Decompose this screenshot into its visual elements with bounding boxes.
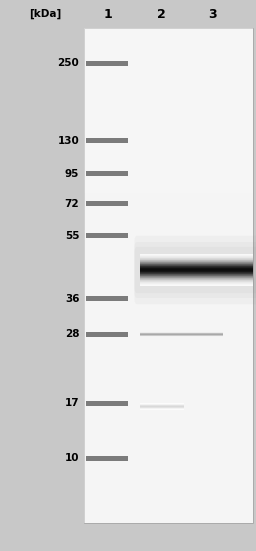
Bar [86, 201, 128, 206]
Bar [84, 110, 253, 118]
Bar [84, 102, 253, 110]
Bar [86, 296, 128, 301]
Bar [84, 168, 253, 176]
Bar [84, 160, 253, 168]
Bar [84, 152, 253, 160]
Text: 10: 10 [65, 453, 79, 463]
Bar [84, 127, 253, 135]
Bar [84, 36, 253, 44]
Text: 95: 95 [65, 169, 79, 179]
Text: 72: 72 [65, 199, 79, 209]
Text: 17: 17 [65, 398, 79, 408]
Bar [84, 226, 253, 234]
Bar [84, 209, 253, 218]
FancyBboxPatch shape [134, 242, 256, 298]
Bar [84, 333, 253, 342]
Bar [86, 332, 128, 337]
Bar [84, 466, 253, 474]
Bar [84, 259, 253, 267]
Bar [84, 350, 253, 358]
Bar [86, 61, 128, 66]
Bar [84, 490, 253, 499]
Bar [84, 193, 253, 201]
Bar [86, 234, 128, 238]
Bar [84, 28, 253, 523]
Bar [84, 424, 253, 433]
Bar [84, 52, 253, 61]
Bar [84, 325, 253, 333]
Bar [84, 234, 253, 242]
Bar [84, 143, 253, 152]
Text: 1: 1 [103, 8, 112, 21]
Bar [86, 138, 128, 143]
Bar [84, 267, 253, 276]
Bar [84, 292, 253, 300]
Bar [84, 482, 253, 490]
Bar [84, 61, 253, 69]
Bar [84, 317, 253, 325]
Bar [84, 449, 253, 457]
Bar [84, 342, 253, 350]
Bar [84, 85, 253, 94]
Text: [kDa]: [kDa] [29, 9, 61, 19]
Bar [84, 185, 253, 193]
Bar [84, 251, 253, 259]
Bar [84, 457, 253, 466]
Bar [84, 176, 253, 185]
Bar [84, 441, 253, 449]
Text: 55: 55 [65, 231, 79, 241]
Bar [86, 171, 128, 176]
FancyBboxPatch shape [134, 236, 256, 304]
Bar [84, 276, 253, 284]
Bar [84, 408, 253, 416]
Bar [84, 77, 253, 85]
Bar [84, 118, 253, 127]
Bar [86, 401, 128, 406]
Text: 2: 2 [157, 8, 166, 21]
Bar [84, 507, 253, 515]
Text: 3: 3 [208, 8, 217, 21]
Bar [86, 456, 128, 461]
FancyBboxPatch shape [134, 247, 256, 293]
Bar [84, 474, 253, 482]
Bar [84, 433, 253, 441]
Bar [84, 94, 253, 102]
Bar [84, 284, 253, 292]
Bar [84, 242, 253, 251]
Bar [84, 135, 253, 143]
Bar [84, 218, 253, 226]
Bar [84, 309, 253, 317]
Text: 250: 250 [58, 58, 79, 68]
Bar [84, 416, 253, 424]
Bar [84, 399, 253, 408]
Bar [84, 366, 253, 375]
Text: 28: 28 [65, 329, 79, 339]
Bar [84, 69, 253, 77]
Bar [84, 515, 253, 523]
Bar [84, 201, 253, 209]
Bar [84, 28, 253, 36]
Bar [84, 375, 253, 383]
Bar [84, 300, 253, 309]
Bar [84, 383, 253, 391]
Text: 130: 130 [58, 136, 79, 145]
Text: 36: 36 [65, 294, 79, 304]
Bar [84, 499, 253, 507]
Bar [84, 358, 253, 366]
Bar [84, 391, 253, 399]
Bar [84, 44, 253, 52]
